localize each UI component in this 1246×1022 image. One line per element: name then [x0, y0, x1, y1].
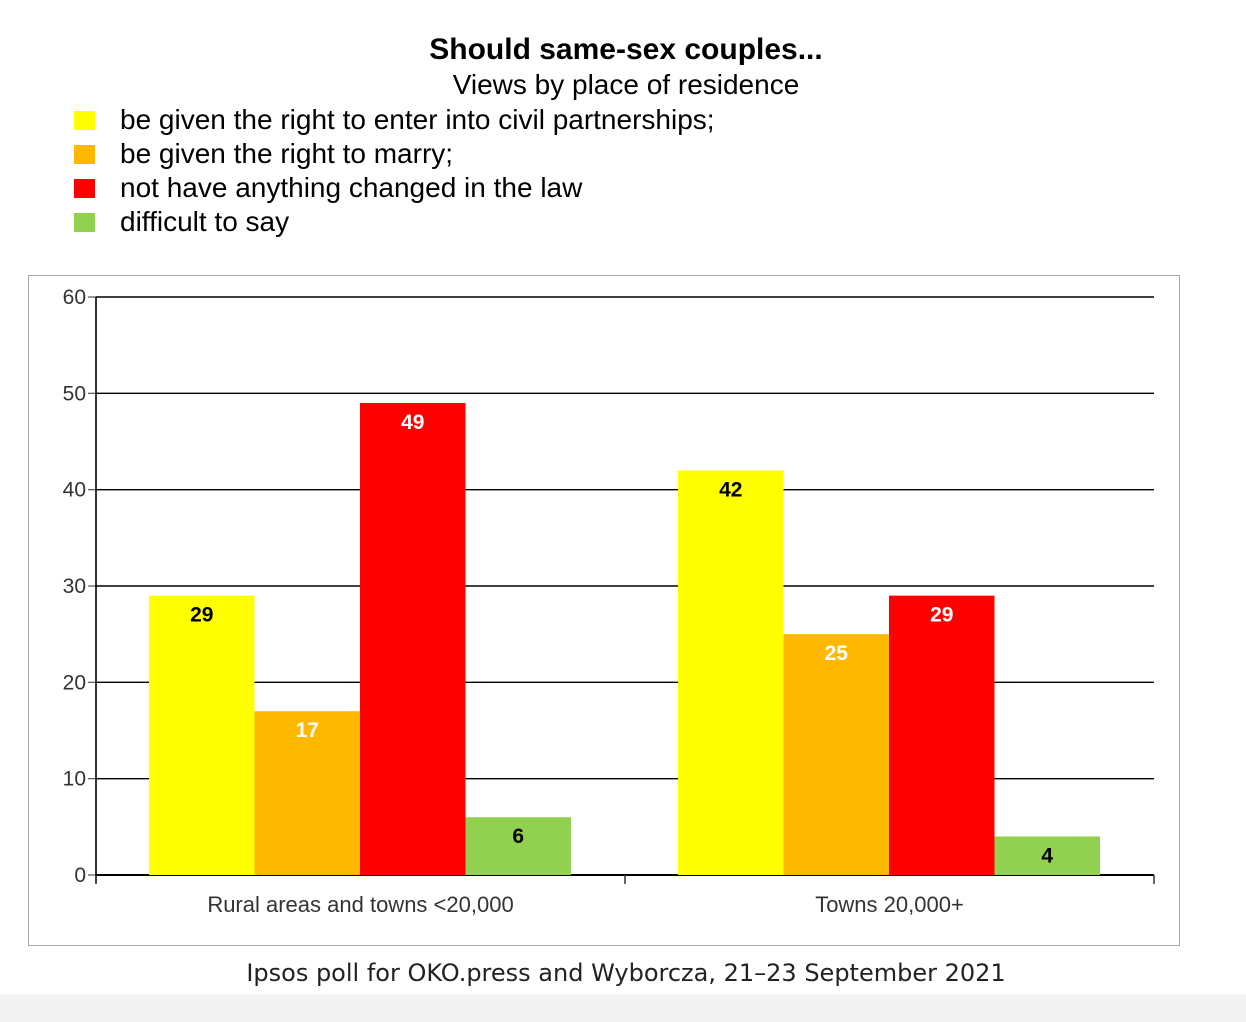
source-note: Ipsos poll for OKO.press and Wyborcza, 2…	[246, 959, 1006, 987]
data-label-1-1: 25	[825, 642, 849, 665]
data-label-1-3: 4	[1041, 844, 1053, 867]
chart-subtitle: Views by place of residence	[452, 69, 800, 100]
legend-item-marry: be given the right to marry;	[74, 137, 715, 171]
chart-frame: 0 10 20 30 40 50 60 29 17 49 6 Rural areas and town…	[28, 275, 1180, 946]
legend-label-civil-partnerships: be given the right to enter into civil p…	[120, 104, 715, 135]
bar-1-0	[678, 470, 784, 875]
x-category-label-0: Rural areas and towns <20,000	[207, 892, 513, 917]
y-tick-label-0: 0	[74, 864, 86, 887]
data-label-1-0: 42	[719, 478, 742, 501]
bar-0-3	[465, 817, 571, 875]
bar-0-2	[360, 402, 466, 875]
y-tick-label-20: 20	[63, 671, 86, 694]
legend-swatch-marry	[74, 144, 95, 164]
data-label-0-3: 6	[512, 825, 524, 848]
legend-item-difficult-to-say: difficult to say	[74, 205, 715, 239]
bar-chart: 0 10 20 30 40 50 60 29 17 49 6 Rural areas and town…	[63, 286, 1155, 917]
legend-swatch-difficult-to-say	[74, 212, 95, 232]
y-tick-label-40: 40	[63, 479, 86, 502]
bar-1-3	[994, 836, 1100, 875]
bar-1-2	[889, 595, 995, 875]
y-tick-label-10: 10	[63, 768, 86, 791]
data-label-0-0: 29	[190, 604, 213, 627]
y-tick-label-60: 60	[63, 286, 86, 309]
bar-1-1	[783, 634, 889, 875]
legend-label-marry: be given the right to marry;	[120, 138, 454, 169]
data-label-1-2: 29	[930, 604, 953, 627]
legend-label-difficult-to-say: difficult to say	[120, 206, 290, 237]
x-category-label-1: Towns 20,000+	[815, 892, 964, 917]
y-tick-label-50: 50	[63, 382, 86, 405]
legend-item-no-change: not have anything changed in the law	[74, 171, 715, 205]
bar-0-0	[149, 595, 255, 875]
legend-label-no-change: not have anything changed in the law	[120, 172, 583, 203]
chart-legend: be given the right to enter into civil p…	[74, 103, 715, 239]
legend-swatch-civil-partnerships	[74, 110, 95, 130]
page-footer-band	[0, 994, 1246, 1022]
y-tick-label-30: 30	[63, 575, 86, 598]
legend-item-civil-partnerships: be given the right to enter into civil p…	[74, 103, 715, 137]
chart-title: Should same-sex couples...	[429, 33, 823, 66]
bar-0-1	[254, 711, 360, 875]
data-label-0-2: 49	[401, 411, 424, 434]
legend-swatch-no-change	[74, 178, 95, 198]
data-label-0-1: 17	[296, 719, 319, 742]
